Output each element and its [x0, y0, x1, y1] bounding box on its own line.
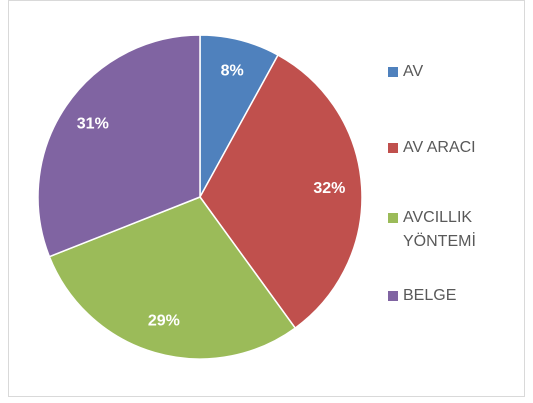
- data-label: 32%: [313, 180, 345, 197]
- legend-label: AV: [403, 63, 424, 80]
- legend-swatch: [388, 213, 398, 223]
- legend-item: BELGE: [388, 284, 456, 308]
- data-label: 31%: [77, 115, 109, 132]
- chart-frame: [8, 0, 525, 397]
- legend-label: AV ARACI: [403, 139, 476, 156]
- legend-swatch: [388, 67, 398, 77]
- pie-slice: [37, 34, 201, 258]
- data-label: 8%: [221, 63, 244, 80]
- data-label: 29%: [148, 313, 180, 330]
- legend-item: AV: [388, 60, 423, 84]
- pie-slice: [199, 54, 363, 330]
- legend-swatch: [388, 143, 398, 153]
- legend-label: BELGE: [403, 287, 457, 304]
- pie-slice: [48, 196, 297, 360]
- legend-item: AV ARACI: [388, 136, 476, 160]
- legend-item: AVCILLIK YÖNTEMİ: [388, 206, 513, 254]
- legend-label: AVCILLIK YÖNTEMİ: [403, 209, 476, 250]
- legend-swatch: [388, 291, 398, 301]
